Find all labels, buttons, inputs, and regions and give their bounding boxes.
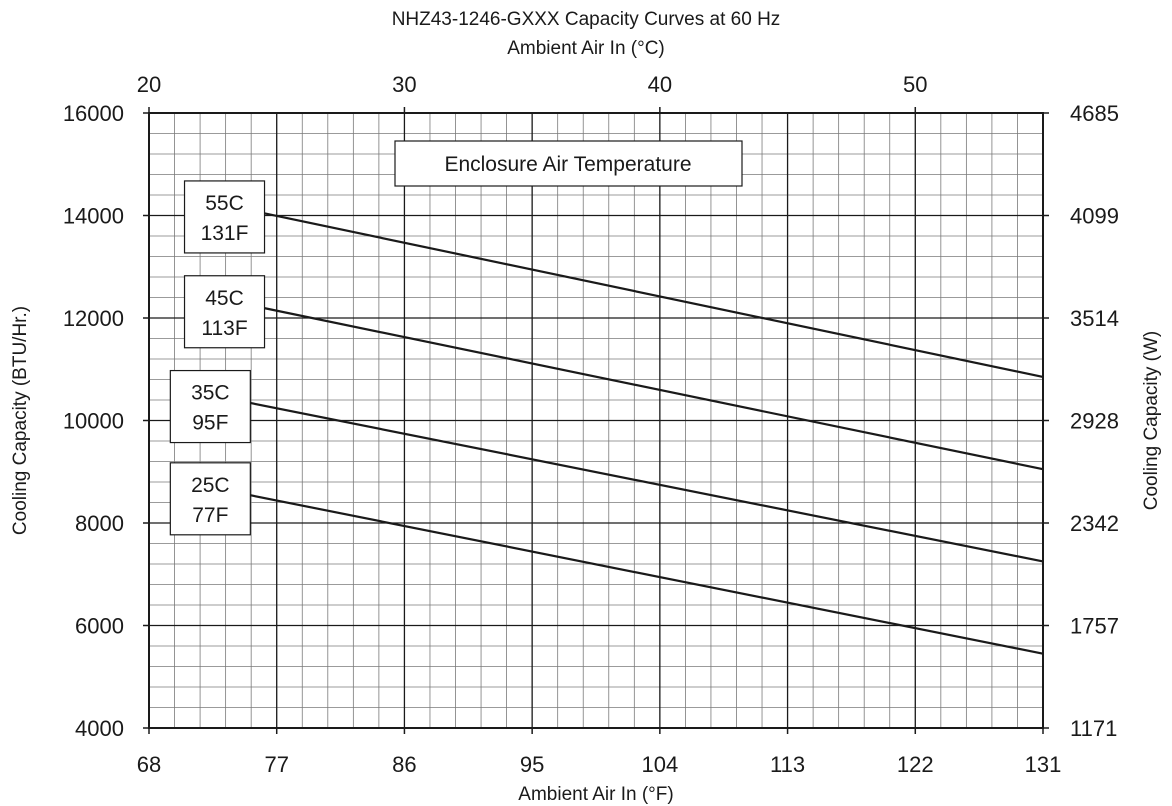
y2-tick-label: 1757 bbox=[1070, 614, 1119, 639]
y-axis-label: Cooling Capacity (BTU/Hr.) bbox=[10, 306, 31, 535]
y-tick-label: 8000 bbox=[75, 511, 124, 536]
y-tick-label: 4000 bbox=[75, 716, 124, 741]
y-tick-label: 16000 bbox=[63, 101, 124, 126]
top-tick-label: 50 bbox=[903, 72, 927, 97]
series-label-box bbox=[183, 180, 266, 254]
y-tick-label: 14000 bbox=[63, 204, 124, 229]
chart-title: NHZ43-1246-GXXX Capacity Curves at 60 Hz bbox=[391, 9, 781, 30]
x-tick-label: 86 bbox=[392, 752, 416, 777]
x-tick-label: 95 bbox=[520, 752, 544, 777]
legend-title-box: Enclosure Air Temperature bbox=[394, 140, 743, 187]
series-label: 55C 131F bbox=[183, 180, 266, 254]
x-axis-label: Ambient Air In (°F) bbox=[518, 784, 673, 805]
top-axis-label: Ambient Air In (°C) bbox=[507, 38, 665, 59]
series-label-text: 25C bbox=[191, 474, 230, 497]
y2-tick-label: 4685 bbox=[1070, 101, 1119, 126]
x-tick-label: 104 bbox=[641, 752, 678, 777]
y2-tick-label: 2928 bbox=[1070, 409, 1119, 434]
x-tick-label: 68 bbox=[137, 752, 161, 777]
x-tick-label: 113 bbox=[770, 752, 805, 777]
x-tick-label: 77 bbox=[264, 752, 288, 777]
series-line bbox=[248, 401, 1044, 563]
series-line bbox=[262, 306, 1044, 471]
grid bbox=[148, 112, 1044, 729]
y2-tick-label: 4099 bbox=[1070, 204, 1119, 229]
series-label-text: 95F bbox=[192, 412, 228, 435]
legend-title-text: Enclosure Air Temperature bbox=[444, 153, 691, 176]
x-tick-label: 131 bbox=[1025, 752, 1062, 777]
series-label-text: 113F bbox=[201, 317, 247, 340]
x-tick-label: 122 bbox=[897, 752, 934, 777]
series-label-text: 131F bbox=[201, 222, 249, 245]
axes: 68 77 86 95 104 113 122 131 Ambient Air In (°F) 2… bbox=[10, 72, 1162, 805]
y2-tick-label: 2342 bbox=[1070, 511, 1119, 536]
y2-tick-label: 3514 bbox=[1070, 306, 1119, 331]
series-label-box bbox=[183, 275, 266, 349]
y-tick-label: 6000 bbox=[75, 614, 124, 639]
series-label-text: 55C bbox=[205, 192, 244, 215]
y-tick-label: 10000 bbox=[63, 409, 124, 434]
series-label-box bbox=[169, 462, 251, 536]
top-tick-label: 40 bbox=[648, 72, 672, 97]
series-label: 45C 113F bbox=[183, 275, 266, 349]
series-line bbox=[262, 211, 1044, 379]
top-tick-label: 20 bbox=[137, 72, 161, 97]
y2-tick-label: 1171 bbox=[1070, 716, 1117, 741]
series-line bbox=[248, 493, 1044, 655]
series-label-text: 35C bbox=[191, 382, 230, 405]
y-tick-label: 12000 bbox=[63, 306, 124, 331]
series-label-box bbox=[169, 369, 251, 444]
legend-title-frame bbox=[394, 140, 743, 187]
series-label-text: 77F bbox=[192, 504, 228, 527]
curves bbox=[248, 211, 1044, 655]
y2-axis-label: Cooling Capacity (W) bbox=[1141, 331, 1162, 511]
series-label-text: 45C bbox=[205, 287, 244, 310]
top-tick-label: 30 bbox=[392, 72, 416, 97]
